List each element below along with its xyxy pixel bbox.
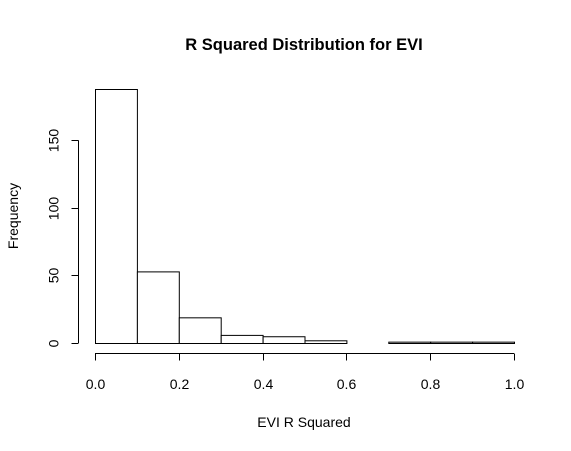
x-axis: 0.0 0.2 0.4 0.6 0.8 1.0 — [86, 353, 525, 392]
x-tick-label: 0.8 — [421, 376, 441, 392]
histogram-bar — [430, 341, 474, 344]
y-tick-label: 150 — [46, 129, 62, 153]
chart-title: R Squared Distribution for EVI — [185, 36, 422, 54]
bars-group — [95, 89, 516, 345]
x-tick-label: 0.0 — [86, 376, 106, 392]
histogram-bar — [388, 341, 432, 344]
x-tick-label: 0.4 — [254, 376, 274, 392]
histogram-bar — [178, 317, 222, 344]
x-tick-label: 0.6 — [337, 376, 357, 392]
y-tick-label: 0 — [46, 339, 62, 347]
x-tick-label: 1.0 — [505, 376, 525, 392]
histogram-bar — [95, 89, 138, 344]
y-tick-label: 50 — [46, 268, 62, 284]
y-axis-label: Frequency — [5, 183, 21, 249]
histogram-bar — [304, 340, 348, 345]
histogram-bar — [262, 336, 306, 345]
histogram-bar — [136, 271, 180, 344]
y-axis: 0 50 100 150 — [46, 129, 79, 347]
y-tick-label: 100 — [46, 197, 62, 221]
histogram-bar — [220, 334, 264, 344]
x-axis-label: EVI R Squared — [257, 414, 350, 430]
histogram-bar — [472, 341, 516, 344]
x-tick-label: 0.2 — [170, 376, 190, 392]
